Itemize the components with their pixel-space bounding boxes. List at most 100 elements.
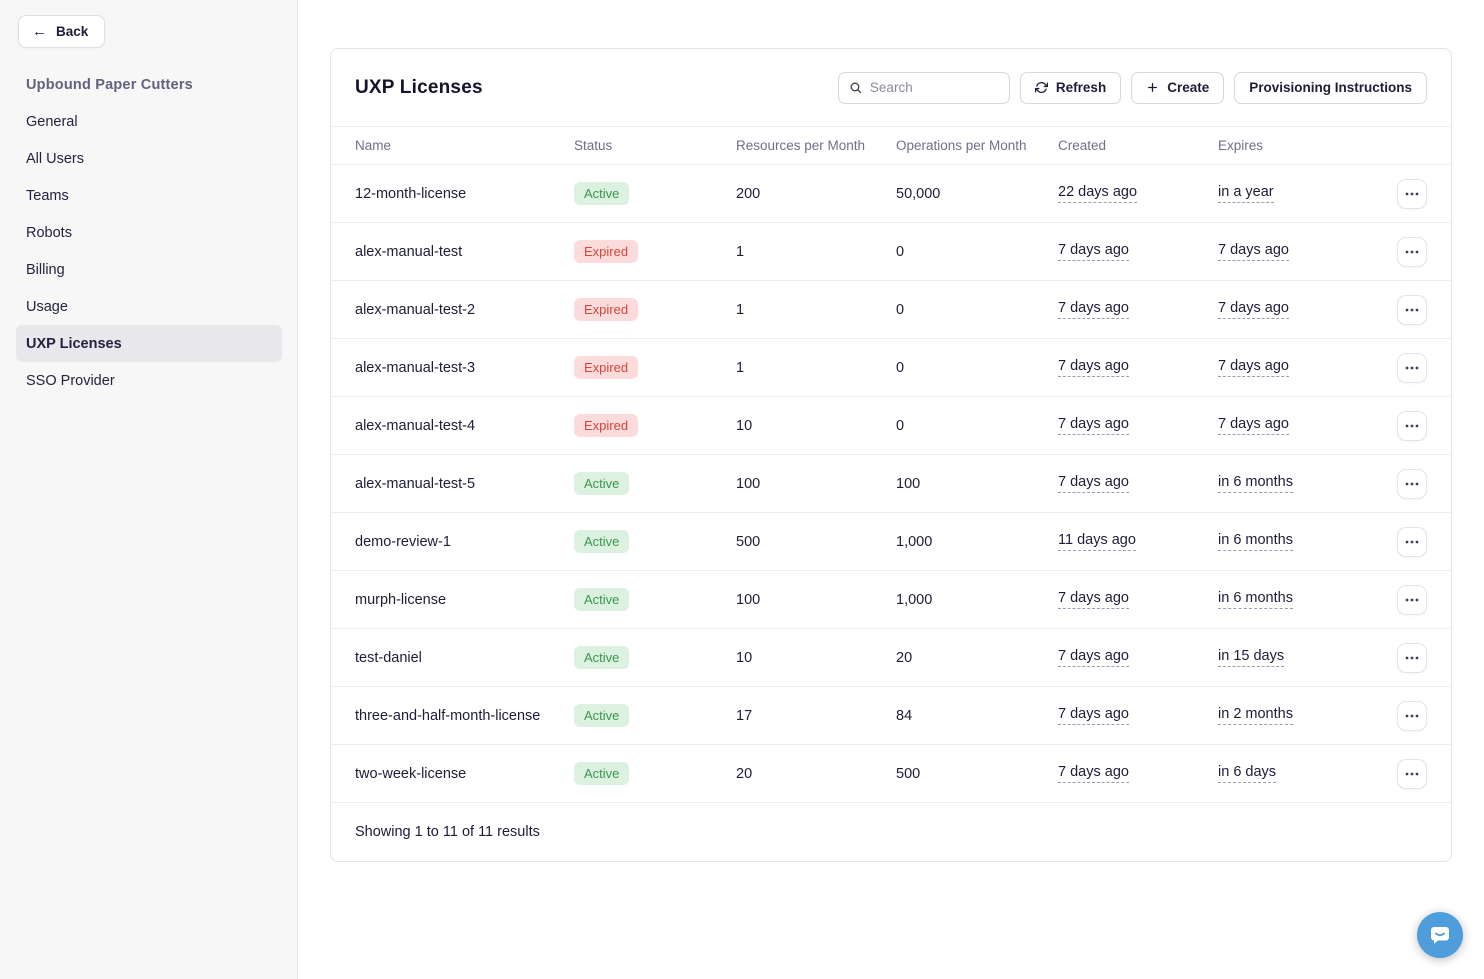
status-badge: Active xyxy=(574,472,630,495)
sidebar-item-sso-provider[interactable]: SSO Provider xyxy=(26,372,115,389)
expires-cell: in 15 days xyxy=(1218,648,1383,667)
row-actions-button[interactable] xyxy=(1397,642,1427,673)
sidebar-nav: Upbound Paper Cutters General All Users Te… xyxy=(0,67,297,399)
refresh-button[interactable]: Refresh xyxy=(1019,71,1122,104)
license-name: alex-manual-test-5 xyxy=(355,475,476,492)
operations-per-month: 1,000 xyxy=(896,591,933,608)
resources-per-month: 200 xyxy=(736,185,761,202)
back-button-label: Back xyxy=(56,24,89,39)
column-header: Resources per Month xyxy=(736,138,866,153)
sidebar-item-uxp-licenses[interactable]: UXP Licenses xyxy=(16,325,282,362)
operations-per-month: 500 xyxy=(896,765,921,782)
resources-per-month: 100 xyxy=(736,591,761,608)
expires-value: 7 days ago xyxy=(1218,300,1289,319)
ellipsis-icon xyxy=(1405,772,1419,775)
license-name: 12-month-license xyxy=(355,185,467,202)
org-title: Upbound Paper Cutters xyxy=(26,77,193,93)
created-cell: 7 days ago xyxy=(1058,416,1218,435)
table-row: alex-manual-test Expired 1 0 7 days ago 7 day… xyxy=(331,223,1451,281)
refresh-icon xyxy=(1034,82,1048,93)
sidebar-item-teams[interactable]: Teams xyxy=(26,187,69,204)
row-actions-button[interactable] xyxy=(1397,352,1427,383)
resources-per-month: 17 xyxy=(736,707,753,724)
row-actions-button[interactable] xyxy=(1397,410,1427,441)
status-cell: Expired xyxy=(574,298,736,321)
resources-per-month: 1 xyxy=(736,359,745,376)
created-cell: 11 days ago xyxy=(1058,532,1218,551)
ellipsis-icon xyxy=(1405,656,1419,659)
license-name: test-daniel xyxy=(355,649,422,666)
table-body: 12-month-license Active 200 50,000 22 days a… xyxy=(331,165,1451,803)
table-row: alex-manual-test-4 Expired 10 0 7 days ago 7 … xyxy=(331,397,1451,455)
license-name: alex-manual-test-4 xyxy=(355,417,476,434)
row-actions-button[interactable] xyxy=(1397,700,1427,731)
created-value: 7 days ago xyxy=(1058,648,1129,667)
resources-per-month: 10 xyxy=(736,649,753,666)
status-cell: Active xyxy=(574,472,736,495)
expires-value: in 6 months xyxy=(1218,474,1293,493)
ellipsis-icon xyxy=(1405,714,1419,717)
results-summary: Showing 1 to 11 of 11 results xyxy=(355,824,540,840)
row-actions-button[interactable] xyxy=(1397,178,1427,209)
ellipsis-icon xyxy=(1405,482,1419,485)
column-header: Operations per Month xyxy=(896,138,1027,153)
status-cell: Active xyxy=(574,646,736,669)
resources-per-month: 20 xyxy=(736,765,753,782)
row-actions-button[interactable] xyxy=(1397,468,1427,499)
operations-per-month: 50,000 xyxy=(896,185,941,202)
row-actions-button[interactable] xyxy=(1397,294,1427,325)
table-row: three-and-half-month-license Active 17 84 7 … xyxy=(331,687,1451,745)
page-title: UXP Licenses xyxy=(355,76,483,98)
operations-per-month: 1,000 xyxy=(896,533,933,550)
row-actions-button[interactable] xyxy=(1397,236,1427,267)
create-button-label: Create xyxy=(1167,80,1210,95)
status-badge: Active xyxy=(574,762,630,785)
status-badge: Active xyxy=(574,646,630,669)
back-arrow-icon: ← xyxy=(32,23,47,40)
provisioning-instructions-label: Provisioning Instructions xyxy=(1249,80,1412,95)
search-box[interactable] xyxy=(837,71,1010,104)
provisioning-instructions-button[interactable]: Provisioning Instructions xyxy=(1234,71,1427,104)
created-value: 7 days ago xyxy=(1058,242,1129,261)
main-content: UXP Licenses Refresh Create Provisioning… xyxy=(298,0,1484,979)
status-badge: Expired xyxy=(574,414,639,437)
operations-per-month: 0 xyxy=(896,359,905,376)
operations-per-month: 0 xyxy=(896,417,905,434)
sidebar-item-all-users[interactable]: All Users xyxy=(26,150,85,167)
created-value: 7 days ago xyxy=(1058,416,1129,435)
created-cell: 7 days ago xyxy=(1058,358,1218,377)
expires-value: 7 days ago xyxy=(1218,416,1289,435)
created-cell: 7 days ago xyxy=(1058,764,1218,783)
sidebar-item-robots[interactable]: Robots xyxy=(26,224,72,241)
row-actions-button[interactable] xyxy=(1397,584,1427,615)
status-badge: Active xyxy=(574,704,630,727)
table-row: murph-license Active 100 1,000 7 days ago in … xyxy=(331,571,1451,629)
status-cell: Active xyxy=(574,704,736,727)
chat-bubble-icon xyxy=(1431,927,1449,944)
expires-value: in 6 months xyxy=(1218,590,1293,609)
license-name: alex-manual-test-3 xyxy=(355,359,476,376)
expires-cell: 7 days ago xyxy=(1218,300,1383,319)
create-button[interactable]: Create xyxy=(1131,71,1225,104)
ellipsis-icon xyxy=(1405,540,1419,543)
operations-per-month: 0 xyxy=(896,243,905,260)
expires-cell: 7 days ago xyxy=(1218,416,1383,435)
search-input[interactable] xyxy=(869,80,999,95)
sidebar-item-usage[interactable]: Usage xyxy=(26,298,68,315)
row-actions-button[interactable] xyxy=(1397,758,1427,789)
sidebar-items: General All Users Teams Robots Billing Usage U… xyxy=(16,103,282,399)
table-row: alex-manual-test-3 Expired 1 0 7 days ago 7 d… xyxy=(331,339,1451,397)
back-button[interactable]: ← Back xyxy=(18,15,106,48)
chat-launcher-button[interactable] xyxy=(1417,912,1463,958)
table-row: two-week-license Active 20 500 7 days ago in … xyxy=(331,745,1451,803)
sidebar-item-billing[interactable]: Billing xyxy=(26,261,65,278)
row-actions-button[interactable] xyxy=(1397,526,1427,557)
status-badge: Active xyxy=(574,182,630,205)
expires-cell: 7 days ago xyxy=(1218,358,1383,377)
status-cell: Expired xyxy=(574,356,736,379)
expires-cell: in 6 months xyxy=(1218,474,1383,493)
created-value: 7 days ago xyxy=(1058,358,1129,377)
resources-per-month: 100 xyxy=(736,475,761,492)
expires-cell: in 6 months xyxy=(1218,532,1383,551)
sidebar-item-general[interactable]: General xyxy=(26,113,78,130)
